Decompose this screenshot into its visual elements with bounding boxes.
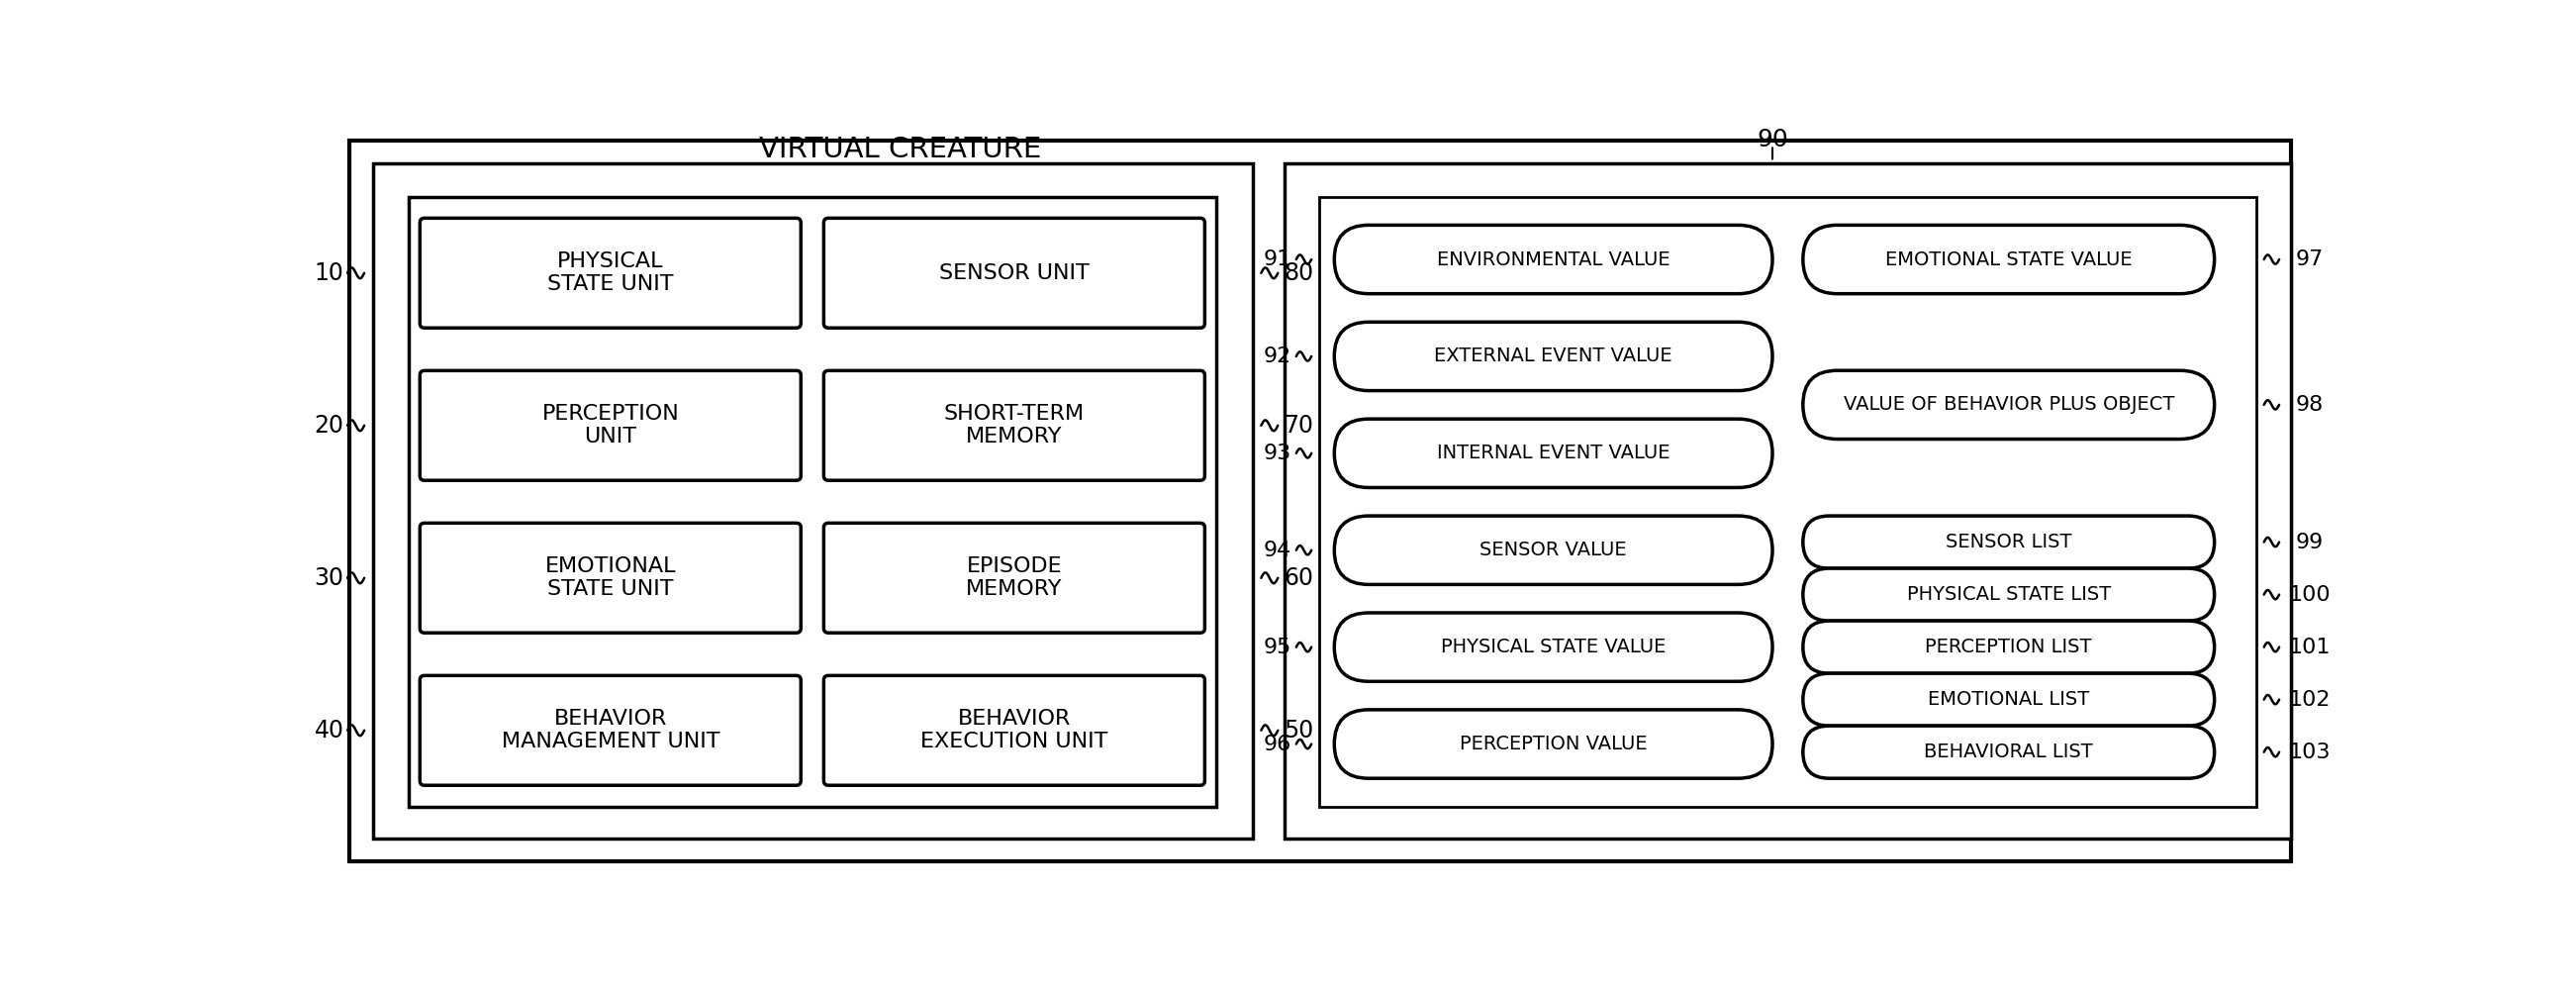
FancyBboxPatch shape	[1803, 674, 2215, 726]
FancyBboxPatch shape	[1334, 613, 1772, 682]
Text: SENSOR VALUE: SENSOR VALUE	[1479, 541, 1628, 559]
Text: EXTERNAL EVENT VALUE: EXTERNAL EVENT VALUE	[1435, 347, 1672, 366]
Text: BEHAVIOR
MANAGEMENT UNIT: BEHAVIOR MANAGEMENT UNIT	[502, 709, 719, 752]
FancyBboxPatch shape	[1334, 419, 1772, 487]
Text: 94: 94	[1262, 541, 1291, 560]
Text: 98: 98	[2295, 395, 2324, 415]
Text: 80: 80	[1283, 261, 1314, 285]
Text: 103: 103	[2287, 742, 2331, 762]
Text: 20: 20	[314, 414, 345, 437]
Text: 95: 95	[1262, 637, 1291, 657]
Text: SENSOR UNIT: SENSOR UNIT	[940, 263, 1090, 283]
FancyBboxPatch shape	[420, 676, 801, 786]
Text: 97: 97	[2295, 250, 2324, 269]
Text: 100: 100	[2287, 584, 2331, 604]
Text: 96: 96	[1262, 734, 1291, 754]
Text: ENVIRONMENTAL VALUE: ENVIRONMENTAL VALUE	[1437, 250, 1669, 269]
FancyBboxPatch shape	[1319, 196, 2257, 806]
Text: PHYSICAL STATE LIST: PHYSICAL STATE LIST	[1906, 585, 2110, 604]
Text: BEHAVIOR
EXECUTION UNIT: BEHAVIOR EXECUTION UNIT	[920, 709, 1108, 752]
Text: 101: 101	[2287, 637, 2331, 657]
Text: VALUE OF BEHAVIOR PLUS OBJECT: VALUE OF BEHAVIOR PLUS OBJECT	[1844, 396, 2174, 415]
Text: SHORT-TERM
MEMORY: SHORT-TERM MEMORY	[943, 404, 1084, 446]
FancyBboxPatch shape	[420, 218, 801, 328]
FancyBboxPatch shape	[1334, 709, 1772, 779]
FancyBboxPatch shape	[374, 164, 1252, 838]
Text: BEHAVIORAL LIST: BEHAVIORAL LIST	[1924, 743, 2094, 762]
Text: VIRTUAL CREATURE: VIRTUAL CREATURE	[760, 136, 1041, 164]
FancyBboxPatch shape	[1334, 322, 1772, 391]
FancyBboxPatch shape	[1803, 568, 2215, 621]
FancyBboxPatch shape	[410, 196, 1216, 806]
FancyBboxPatch shape	[1285, 164, 2290, 838]
FancyBboxPatch shape	[1803, 621, 2215, 674]
FancyBboxPatch shape	[1803, 726, 2215, 779]
FancyBboxPatch shape	[1334, 225, 1772, 294]
Text: PERCEPTION VALUE: PERCEPTION VALUE	[1461, 735, 1646, 754]
Text: PERCEPTION
UNIT: PERCEPTION UNIT	[541, 404, 680, 446]
FancyBboxPatch shape	[824, 371, 1206, 480]
FancyBboxPatch shape	[824, 523, 1206, 633]
Text: PHYSICAL STATE VALUE: PHYSICAL STATE VALUE	[1440, 638, 1667, 657]
Text: 60: 60	[1283, 566, 1314, 590]
Text: 91: 91	[1262, 250, 1291, 269]
Text: 92: 92	[1262, 346, 1291, 366]
Text: 70: 70	[1283, 414, 1314, 437]
FancyBboxPatch shape	[420, 371, 801, 480]
Text: EPISODE
MEMORY: EPISODE MEMORY	[966, 557, 1061, 599]
FancyBboxPatch shape	[350, 141, 2290, 861]
Text: PHYSICAL
STATE UNIT: PHYSICAL STATE UNIT	[546, 252, 672, 295]
FancyBboxPatch shape	[824, 218, 1206, 328]
Text: INTERNAL EVENT VALUE: INTERNAL EVENT VALUE	[1437, 443, 1669, 462]
Text: 10: 10	[314, 261, 345, 285]
Text: EMOTIONAL STATE VALUE: EMOTIONAL STATE VALUE	[1886, 250, 2133, 269]
Text: 93: 93	[1262, 443, 1291, 463]
FancyBboxPatch shape	[1803, 516, 2215, 568]
Text: EMOTIONAL
STATE UNIT: EMOTIONAL STATE UNIT	[544, 557, 675, 599]
Text: 50: 50	[1283, 718, 1314, 742]
FancyBboxPatch shape	[824, 676, 1206, 786]
FancyBboxPatch shape	[1803, 370, 2215, 439]
Text: 102: 102	[2287, 689, 2331, 709]
Text: SENSOR LIST: SENSOR LIST	[1945, 533, 2071, 552]
FancyBboxPatch shape	[1334, 516, 1772, 584]
Text: 90: 90	[1757, 128, 1788, 152]
FancyBboxPatch shape	[420, 523, 801, 633]
Text: 40: 40	[314, 718, 345, 742]
FancyBboxPatch shape	[1803, 225, 2215, 294]
Text: 30: 30	[314, 566, 345, 590]
Text: 99: 99	[2295, 533, 2324, 552]
Text: PERCEPTION LIST: PERCEPTION LIST	[1924, 638, 2092, 657]
Text: EMOTIONAL LIST: EMOTIONAL LIST	[1927, 690, 2089, 709]
